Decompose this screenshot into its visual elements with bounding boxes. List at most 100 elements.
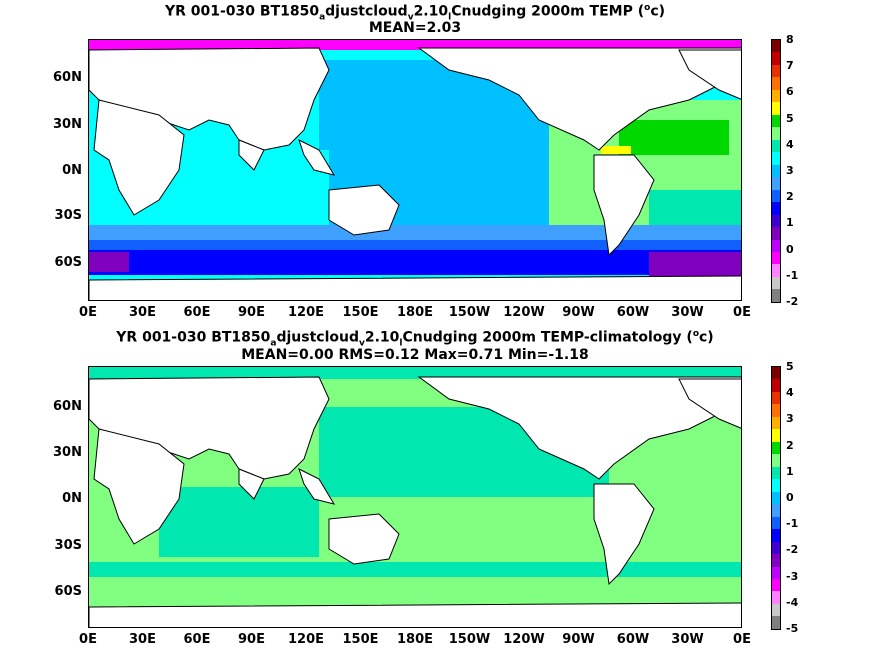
atlantic-green-band bbox=[619, 120, 729, 155]
seasia-land bbox=[298, 139, 336, 176]
colorbar-segment bbox=[772, 89, 780, 103]
colorbar-tick-label: -1 bbox=[786, 517, 799, 531]
colorbar-segment bbox=[772, 491, 780, 505]
lon-label: 180E bbox=[396, 632, 434, 647]
colorbar-tick-label: 0 bbox=[786, 242, 794, 256]
bottom-lat-label: 30N bbox=[53, 445, 82, 460]
colorbar-segment bbox=[772, 114, 780, 128]
colorbar-segment bbox=[772, 479, 780, 492]
colorbar-segment bbox=[772, 367, 780, 380]
seasia-land bbox=[298, 468, 336, 505]
colorbar-tick-label: 1 bbox=[786, 216, 794, 230]
colorbar-segment bbox=[772, 77, 780, 90]
lon-label: 90W bbox=[562, 305, 595, 320]
bottom-title: YR 001-030 BT1850adjustcloudv2.10lCnudgi… bbox=[116, 329, 714, 349]
top-lat-label: 0N bbox=[62, 163, 82, 178]
lon-label: 30E bbox=[129, 305, 156, 320]
colorbar-segment bbox=[772, 516, 780, 530]
colorbar-segment bbox=[772, 251, 780, 265]
top-lat-label: 30S bbox=[54, 208, 82, 223]
top-lat-label: 30N bbox=[53, 117, 82, 132]
arctic-teal bbox=[89, 367, 741, 379]
antarctica-land bbox=[89, 602, 741, 627]
colorbar-tick-label: 5 bbox=[786, 111, 794, 125]
colorbar-segment bbox=[772, 454, 780, 467]
africa-land bbox=[93, 428, 185, 545]
top-colorbar bbox=[771, 39, 781, 303]
lon-label: 150E bbox=[342, 305, 379, 320]
antarctica-land bbox=[89, 275, 741, 300]
lon-label: 60E bbox=[183, 632, 211, 647]
lon-label: 150W bbox=[448, 632, 491, 647]
caribbean-yellow bbox=[601, 146, 631, 154]
colorbar-segment bbox=[772, 603, 780, 617]
australia-land bbox=[328, 184, 400, 236]
colorbar-segment bbox=[772, 616, 780, 629]
europe-land bbox=[678, 378, 741, 429]
top-lat-label: 60S bbox=[54, 255, 82, 270]
lon-label: 60E bbox=[183, 305, 211, 320]
lon-label: 90W bbox=[562, 632, 595, 647]
colorbar-segment bbox=[772, 441, 780, 455]
colorbar-tick-label: -5 bbox=[786, 622, 799, 635]
colorbar-tick-label: -2 bbox=[786, 295, 799, 308]
colorbar-segment bbox=[772, 591, 780, 604]
top-title: YR 001-030 BT1850adjustcloudv2.10lCnudgi… bbox=[164, 3, 666, 23]
colorbar-segment bbox=[772, 239, 780, 252]
lon-label: 30E bbox=[129, 632, 156, 647]
top-stats: MEAN=2.03 bbox=[368, 20, 462, 36]
lon-label: 90E bbox=[238, 305, 265, 320]
colorbar-segment bbox=[772, 416, 780, 430]
arctic-magenta bbox=[89, 40, 741, 50]
southern-teal bbox=[89, 562, 741, 577]
lon-label: 30W bbox=[671, 632, 704, 647]
colorbar-segment bbox=[772, 504, 780, 517]
lon-label: 0E bbox=[79, 305, 97, 320]
colorbar-tick-label: -2 bbox=[786, 543, 799, 557]
colorbar-segment bbox=[772, 189, 780, 203]
colorbar-tick-label: 5 bbox=[786, 360, 794, 373]
colorbar-segment bbox=[772, 529, 780, 542]
top-lat-label: 60N bbox=[53, 70, 82, 85]
lon-label: 30W bbox=[671, 305, 704, 320]
indian-teal bbox=[159, 487, 319, 557]
colorbar-segment bbox=[772, 102, 780, 115]
india-land bbox=[238, 139, 265, 171]
colorbar-tick-label: 3 bbox=[786, 164, 794, 177]
colorbar-tick-label: 3 bbox=[786, 412, 794, 426]
colorbar-segment bbox=[772, 52, 780, 65]
colorbar-segment bbox=[772, 391, 780, 405]
bottom-lat-label: 0N bbox=[62, 491, 82, 506]
colorbar-segment bbox=[772, 227, 780, 240]
colorbar-tick-label: 0 bbox=[786, 491, 794, 504]
colorbar-tick-label: 7 bbox=[786, 59, 794, 73]
colorbar-tick-label: 2 bbox=[786, 438, 794, 452]
colorbar-tick-label: 4 bbox=[786, 137, 794, 151]
lon-label: 120W bbox=[503, 305, 545, 320]
southern-deepblue bbox=[89, 250, 741, 275]
colorbar-segment bbox=[772, 64, 780, 78]
bottom-lat-label: 60S bbox=[54, 584, 82, 599]
colorbar-segment bbox=[772, 264, 780, 277]
south-america-land bbox=[593, 483, 655, 586]
colorbar-segment bbox=[772, 379, 780, 392]
colorbar-tick-label: 8 bbox=[786, 33, 794, 46]
lon-label: 0E bbox=[733, 632, 751, 647]
colorbar-segment bbox=[772, 541, 780, 555]
colorbar-tick-label: -3 bbox=[786, 569, 799, 583]
colorbar-segment bbox=[772, 276, 780, 290]
colorbar-tick-label: 1 bbox=[786, 464, 794, 478]
colorbar-segment bbox=[772, 164, 780, 178]
lon-label: 120E bbox=[287, 305, 325, 320]
lon-label: 120W bbox=[503, 632, 545, 647]
bottom-lat-label: 30S bbox=[54, 538, 82, 553]
lon-label: 90E bbox=[238, 632, 265, 647]
colorbar-tick-label: 2 bbox=[786, 190, 794, 204]
weddell-purple bbox=[649, 252, 741, 280]
colorbar-tick-label: 4 bbox=[786, 386, 794, 400]
bottom-stats: MEAN=0.00 RMS=0.12 Max=0.71 Min=-1.18 bbox=[241, 347, 589, 363]
lon-label: 0E bbox=[79, 632, 97, 647]
australia-land bbox=[328, 513, 400, 565]
lon-label: 0E bbox=[733, 305, 751, 320]
colorbar-segment bbox=[772, 566, 780, 579]
